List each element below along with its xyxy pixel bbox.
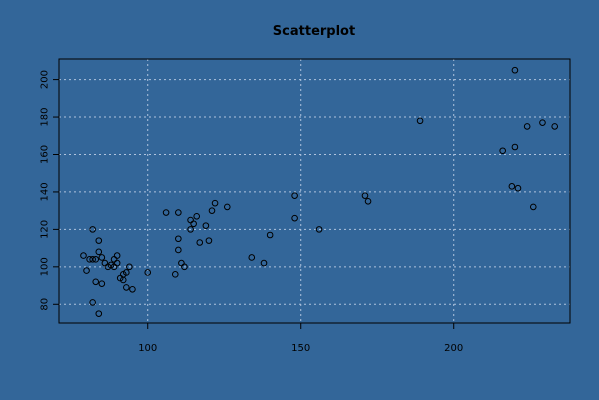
data-point-24: [123, 269, 130, 276]
data-point-13: [101, 259, 109, 267]
data-point-30: [175, 209, 182, 216]
data-point-35: [187, 226, 194, 233]
data-point-43: [211, 199, 219, 207]
data-point-6: [92, 256, 100, 263]
data-point-37: [190, 220, 197, 228]
y-axis: 80 100 120 140 160 180 200: [40, 70, 59, 311]
data-point-34: [181, 263, 188, 271]
data-point-60: [529, 203, 537, 211]
y-tick-label-1: 100: [40, 257, 51, 276]
data-point-23: [123, 284, 130, 291]
data-point-40: [202, 222, 210, 229]
plot-frame: [58, 58, 571, 324]
data-point-10: [95, 248, 103, 256]
data-point-55: [508, 183, 516, 190]
grid-lines: [59, 59, 570, 323]
data-point-26: [129, 285, 136, 293]
y-tick-label-0: 80: [40, 298, 51, 311]
data-point-62: [551, 123, 559, 130]
data-point-58: [514, 184, 522, 192]
data-point-33: [178, 259, 185, 267]
data-point-50: [315, 226, 323, 233]
x-tick-label-2: 200: [444, 343, 463, 354]
data-point-53: [416, 117, 424, 125]
data-point-16: [110, 256, 118, 263]
data-point-54: [499, 147, 506, 155]
data-point-45: [248, 254, 256, 261]
x-tick-label-0: 100: [138, 343, 157, 354]
y-tick-label-5: 180: [40, 107, 51, 126]
data-point-1: [83, 267, 90, 274]
data-point-28: [162, 209, 170, 216]
data-point-42: [208, 207, 216, 214]
data-point-59: [523, 123, 531, 130]
y-tick-label-2: 120: [40, 220, 51, 239]
data-point-49: [291, 214, 298, 222]
data-point-9: [95, 237, 103, 244]
data-point-52: [364, 197, 372, 205]
y-tick-label-4: 160: [40, 145, 51, 164]
chart-title: Scatterplot: [273, 24, 355, 39]
data-point-27: [144, 269, 152, 276]
data-point-57: [511, 66, 519, 74]
data-point-0: [80, 252, 87, 259]
data-point-5: [89, 299, 96, 306]
data-point-48: [291, 192, 298, 199]
data-point-41: [205, 237, 213, 244]
data-point-4: [89, 256, 96, 263]
data-point-19: [113, 259, 121, 267]
data-point-2: [86, 256, 93, 263]
data-point-61: [539, 119, 546, 126]
data-point-3: [89, 226, 96, 233]
data-points: [80, 66, 559, 317]
data-point-8: [95, 310, 103, 317]
y-tick-label-3: 140: [40, 182, 51, 201]
data-point-32: [175, 246, 182, 254]
data-point-31: [175, 235, 182, 243]
data-point-38: [193, 212, 200, 220]
data-point-44: [223, 203, 231, 211]
data-point-18: [113, 252, 121, 259]
data-point-11: [98, 254, 106, 261]
data-point-25: [126, 263, 133, 271]
data-point-12: [98, 280, 106, 287]
x-tick-label-1: 150: [291, 343, 310, 354]
data-point-29: [171, 271, 179, 278]
data-point-47: [266, 231, 274, 239]
data-point-56: [511, 143, 519, 151]
y-tick-label-6: 200: [40, 70, 51, 89]
x-axis: 100 150 200: [138, 323, 463, 354]
data-point-7: [92, 278, 100, 286]
data-point-39: [196, 239, 204, 246]
data-point-46: [260, 259, 268, 267]
data-point-36: [187, 216, 194, 224]
data-point-51: [361, 192, 369, 199]
